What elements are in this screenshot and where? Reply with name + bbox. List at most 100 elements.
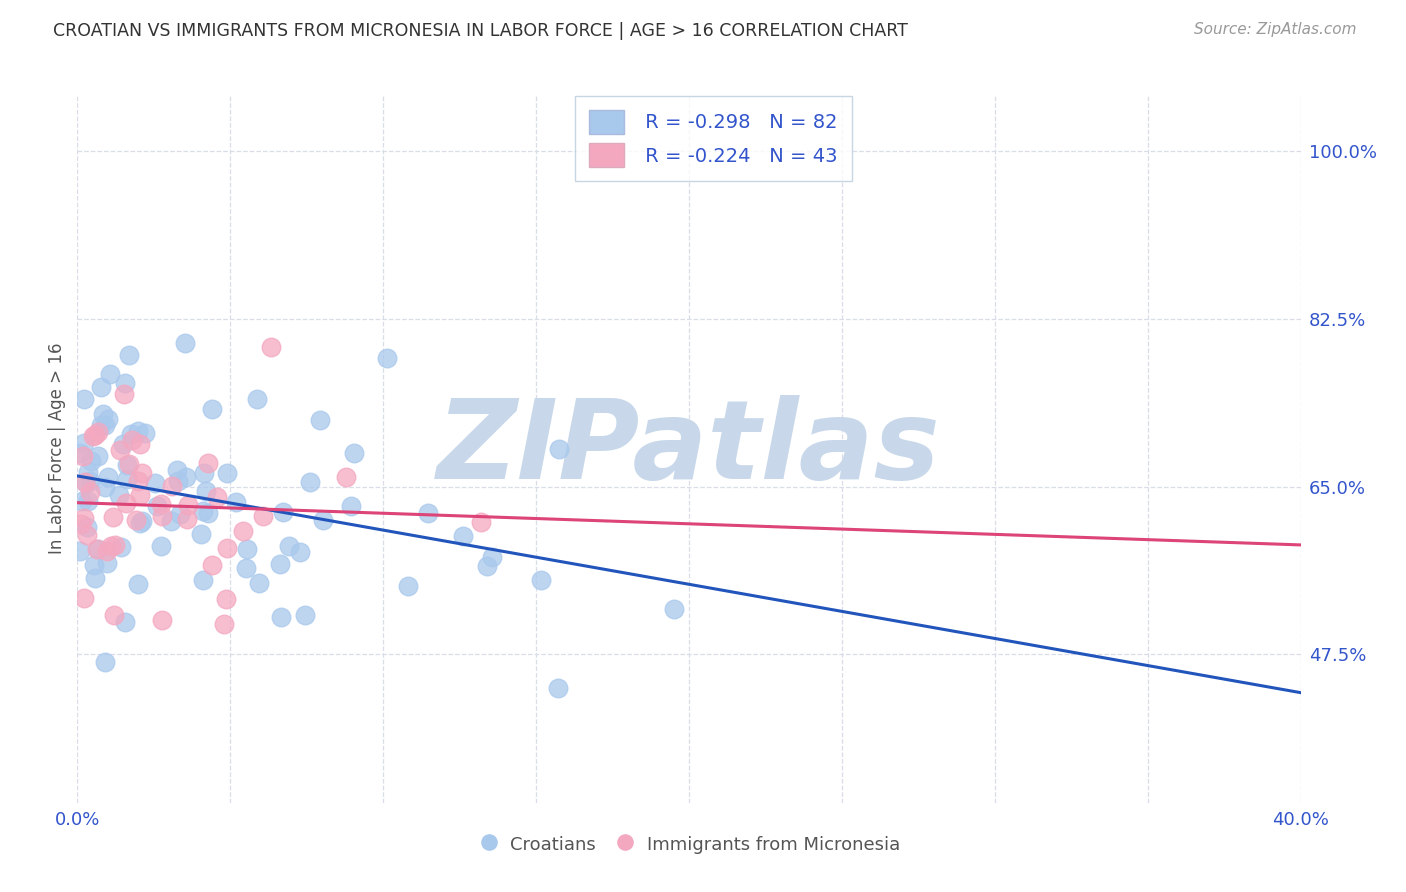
Point (662, 602, 685, 616)
Point (121, 433, 143, 447)
Point (191, 504, 214, 518)
Point (169, 508, 191, 522)
Point (87, 425, 110, 439)
Point (190, 526, 212, 541)
Point (174, 470, 197, 484)
Text: Source: ZipAtlas.com: Source: ZipAtlas.com (1194, 22, 1357, 37)
Text: ZIPatlas: ZIPatlas (437, 395, 941, 501)
Point (197, 507, 219, 521)
Point (70, 494, 93, 508)
Point (548, 442, 571, 457)
Point (108, 443, 131, 458)
Point (114, 615, 136, 629)
Point (79, 485, 101, 500)
Point (129, 488, 152, 502)
Point (117, 458, 139, 472)
Point (309, 413, 332, 427)
Point (94, 480, 117, 494)
Point (335, 470, 357, 484)
Point (247, 575, 270, 590)
Point (91, 408, 114, 422)
Point (252, 509, 274, 524)
Point (114, 376, 136, 390)
Point (215, 467, 238, 481)
Point (260, 340, 283, 354)
Point (176, 512, 198, 526)
Point (112, 387, 135, 401)
Point (269, 557, 291, 571)
Point (94, 655, 117, 669)
Point (470, 516, 492, 530)
Point (98, 368, 121, 382)
Point (73, 475, 96, 490)
Point (197, 456, 219, 470)
Point (193, 466, 215, 480)
Point (146, 499, 169, 513)
Point (94, 417, 117, 432)
Point (160, 514, 183, 528)
Point (236, 542, 259, 557)
Point (127, 576, 149, 591)
Point (166, 463, 188, 477)
Point (84, 570, 107, 584)
Point (129, 437, 152, 451)
Point (131, 514, 153, 528)
Point (225, 495, 247, 509)
Point (96, 556, 118, 570)
Point (530, 573, 553, 587)
Point (76, 520, 98, 534)
Point (104, 538, 127, 552)
Point (481, 550, 503, 565)
Point (343, 446, 366, 460)
Point (298, 475, 321, 490)
Point (201, 558, 224, 573)
Point (215, 592, 238, 607)
Point (217, 541, 239, 556)
Point (201, 401, 224, 416)
Point (90, 417, 112, 432)
Point (278, 539, 301, 553)
Point (107, 488, 129, 502)
Point (83, 558, 105, 572)
Point (134, 426, 156, 441)
Point (117, 472, 139, 486)
Y-axis label: In Labor Force | Age > 16: In Labor Force | Age > 16 (48, 343, 66, 554)
Point (232, 524, 254, 538)
Point (214, 616, 236, 631)
Point (118, 457, 141, 471)
Point (96, 543, 118, 558)
Point (162, 479, 184, 493)
Point (103, 608, 125, 623)
Point (90, 380, 112, 394)
Point (77, 494, 100, 508)
Point (111, 437, 134, 451)
Point (375, 351, 398, 365)
Point (118, 348, 141, 362)
Point (149, 497, 172, 511)
Point (73, 435, 96, 450)
Point (73, 392, 96, 406)
Point (79, 475, 101, 489)
Point (72, 449, 94, 463)
Point (86, 542, 108, 557)
Point (69, 543, 91, 558)
Point (340, 499, 363, 513)
Point (195, 484, 218, 499)
Point (73, 591, 96, 606)
Point (101, 510, 124, 524)
Point (125, 513, 148, 527)
Point (87, 541, 110, 556)
Point (76, 528, 98, 542)
Point (80, 454, 103, 468)
Point (418, 506, 440, 520)
Point (100, 539, 122, 553)
Point (69, 445, 91, 459)
Point (207, 490, 229, 504)
Point (191, 573, 214, 587)
Point (87, 449, 110, 463)
Point (453, 529, 475, 543)
Point (114, 496, 136, 510)
Point (290, 545, 312, 559)
Point (143, 476, 166, 491)
Point (271, 505, 294, 519)
